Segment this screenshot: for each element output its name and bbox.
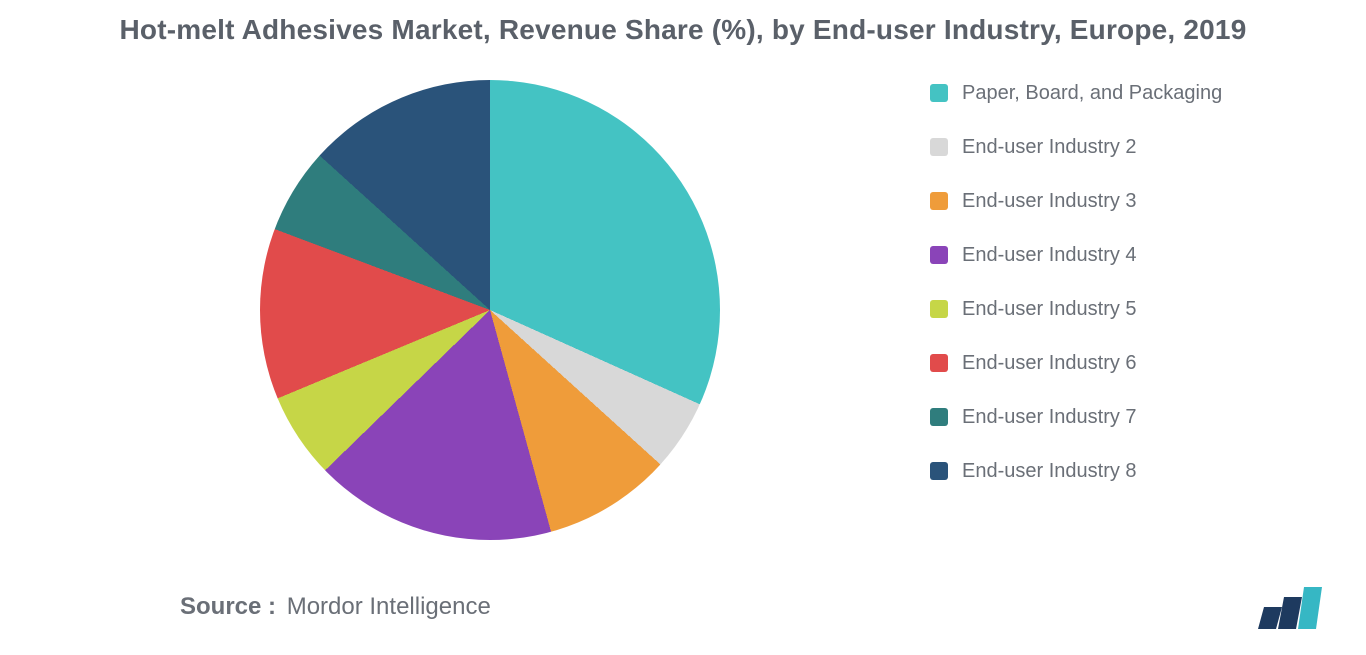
legend-item: End-user Industry 2 <box>930 136 1310 158</box>
chart-title: Hot-melt Adhesives Market, Revenue Share… <box>0 14 1366 46</box>
chart-container: Hot-melt Adhesives Market, Revenue Share… <box>0 0 1366 655</box>
legend-swatch <box>930 246 948 264</box>
legend-label: End-user Industry 3 <box>962 190 1137 212</box>
legend-item: End-user Industry 4 <box>930 244 1310 266</box>
legend-swatch <box>930 408 948 426</box>
legend-label: End-user Industry 7 <box>962 406 1137 428</box>
legend-label: End-user Industry 5 <box>962 298 1137 320</box>
legend-swatch <box>930 354 948 372</box>
legend-label: End-user Industry 8 <box>962 460 1137 482</box>
brand-logo <box>1254 585 1326 629</box>
legend-swatch <box>930 300 948 318</box>
legend-swatch <box>930 138 948 156</box>
legend-swatch <box>930 84 948 102</box>
legend-swatch <box>930 192 948 210</box>
legend-item: End-user Industry 7 <box>930 406 1310 428</box>
legend-item: End-user Industry 8 <box>930 460 1310 482</box>
legend: Paper, Board, and Packaging End-user Indu… <box>930 82 1310 482</box>
legend-label: End-user Industry 2 <box>962 136 1137 158</box>
pie-chart <box>260 80 720 540</box>
source-label: Source : <box>180 593 276 620</box>
legend-item: End-user Industry 5 <box>930 298 1310 320</box>
legend-item: Paper, Board, and Packaging <box>930 82 1310 104</box>
legend-swatch <box>930 462 948 480</box>
source-text: Mordor Intelligence <box>287 593 491 620</box>
logo-bar <box>1258 607 1282 629</box>
legend-item: End-user Industry 3 <box>930 190 1310 212</box>
legend-label: Paper, Board, and Packaging <box>962 82 1222 104</box>
logo-bar <box>1278 597 1302 629</box>
legend-label: End-user Industry 4 <box>962 244 1137 266</box>
legend-label: End-user Industry 6 <box>962 352 1137 374</box>
pie-chart-disc <box>260 80 720 540</box>
legend-item: End-user Industry 6 <box>930 352 1310 374</box>
logo-bar <box>1298 587 1322 629</box>
source-line: Source : Mordor Intelligence <box>180 593 491 621</box>
